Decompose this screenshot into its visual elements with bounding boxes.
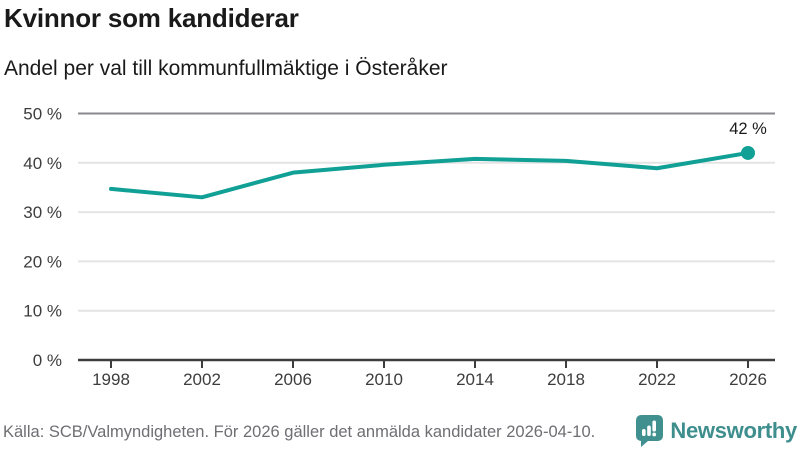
newsworthy-logo-text: Newsworthy	[670, 417, 797, 443]
x-axis-tick-label: 2006	[274, 370, 312, 389]
y-axis-tick-label: 20 %	[23, 252, 62, 271]
last-point-marker	[741, 145, 755, 160]
y-axis-tick-label: 50 %	[23, 105, 62, 124]
y-axis-tick-label: 30 %	[23, 203, 62, 222]
x-axis-tick-label: 2014	[456, 370, 494, 389]
x-axis-tick-label: 1998	[92, 370, 130, 389]
x-axis-tick-label: 2018	[547, 370, 585, 389]
data-line	[109, 150, 750, 200]
x-axis-tick-label: 2010	[365, 370, 403, 389]
y-axis-tick-label: 10 %	[23, 302, 62, 321]
x-axis-tick-label: 2022	[638, 370, 676, 389]
y-axis-tick-label: 40 %	[23, 154, 62, 173]
page-title: Kvinnor som kandiderar	[4, 3, 299, 33]
source-note: Källa: SCB/Valmyndigheten. För 2026 gäll…	[3, 423, 596, 441]
data-point-label: 42 %	[729, 119, 767, 138]
chart-subtitle: Andel per val till kommunfullmäktige i Ö…	[4, 57, 448, 80]
x-axis-tick-label: 2026	[729, 370, 767, 389]
y-axis-tick-label: 0 %	[33, 351, 62, 370]
newsworthy-logo-icon	[636, 415, 664, 447]
newsworthy-logo: Newsworthy	[634, 414, 797, 447]
x-axis-tick-label: 2002	[183, 370, 221, 389]
